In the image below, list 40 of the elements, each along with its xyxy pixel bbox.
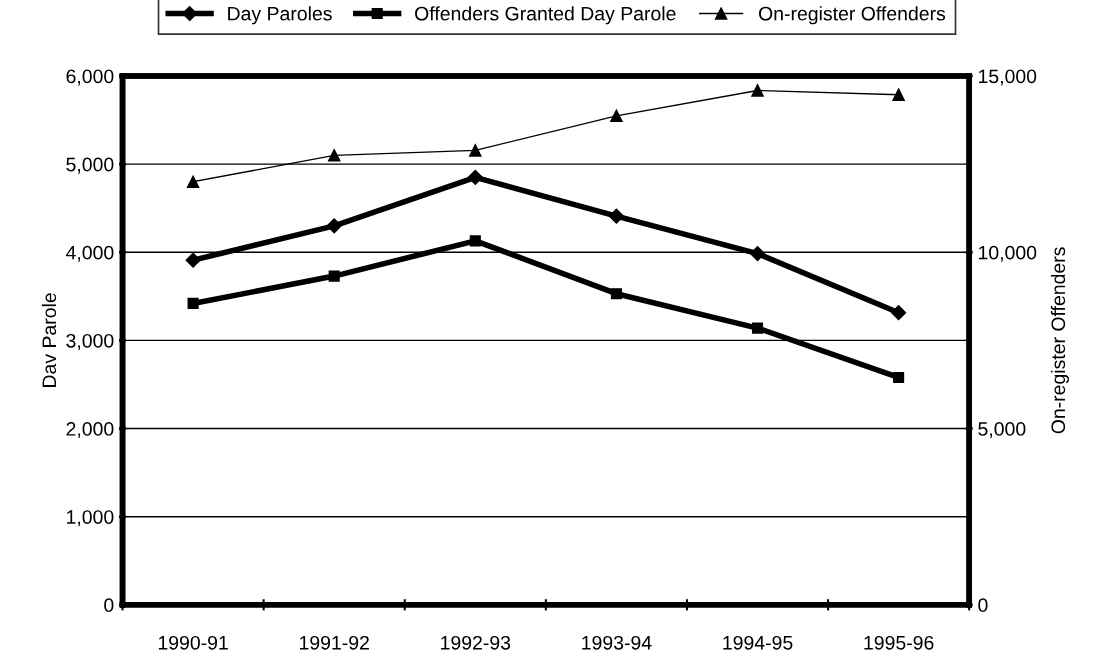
- y2-axis-title: On-register Offenders: [1050, 247, 1069, 434]
- x-tick-label: 1994-95: [723, 635, 793, 650]
- y2-tick-label: 5,000: [978, 422, 1026, 439]
- point: [610, 109, 623, 123]
- point: [187, 297, 199, 309]
- point: [469, 144, 482, 157]
- y-axis-title: Dav Parole: [41, 293, 57, 387]
- point: [328, 270, 340, 282]
- y2-tick-label: 15,000: [979, 69, 1037, 86]
- point: [749, 246, 766, 262]
- y-tick-label: 0: [104, 598, 114, 613]
- point: [608, 208, 624, 224]
- y2-tick-label: 0: [978, 598, 988, 613]
- point: [185, 252, 201, 268]
- y-tick-label: 3,000: [66, 333, 114, 350]
- y-tick-label: 2,000: [66, 422, 114, 439]
- point: [893, 371, 905, 383]
- legend-label: On-register Offenders: [759, 6, 946, 25]
- x-tick-label: 1993-94: [582, 635, 652, 650]
- point: [327, 149, 341, 162]
- point: [892, 88, 905, 101]
- x-tick-label: 1995-96: [864, 635, 934, 650]
- legend-label: Offenders Granted Day Parole: [415, 6, 676, 25]
- point: [469, 235, 481, 247]
- y-tick-label: 1,000: [67, 510, 114, 527]
- point: [326, 218, 342, 234]
- x-tick-label: 1990-91: [158, 635, 228, 650]
- y-tick-label: 4,000: [66, 245, 114, 262]
- x-tick-label: 1991-92: [300, 635, 369, 650]
- y-tick-label: 5,000: [66, 157, 114, 174]
- point: [186, 175, 200, 189]
- point: [610, 288, 622, 300]
- legend-label: Day Paroles: [228, 6, 332, 25]
- point: [467, 169, 483, 185]
- point: [751, 84, 764, 97]
- y2-tick-label: 10,000: [979, 245, 1037, 262]
- y-tick-label: 6,000: [66, 69, 114, 86]
- x-tick-label: 1992-93: [441, 635, 511, 650]
- point: [891, 305, 907, 321]
- point: [751, 322, 764, 334]
